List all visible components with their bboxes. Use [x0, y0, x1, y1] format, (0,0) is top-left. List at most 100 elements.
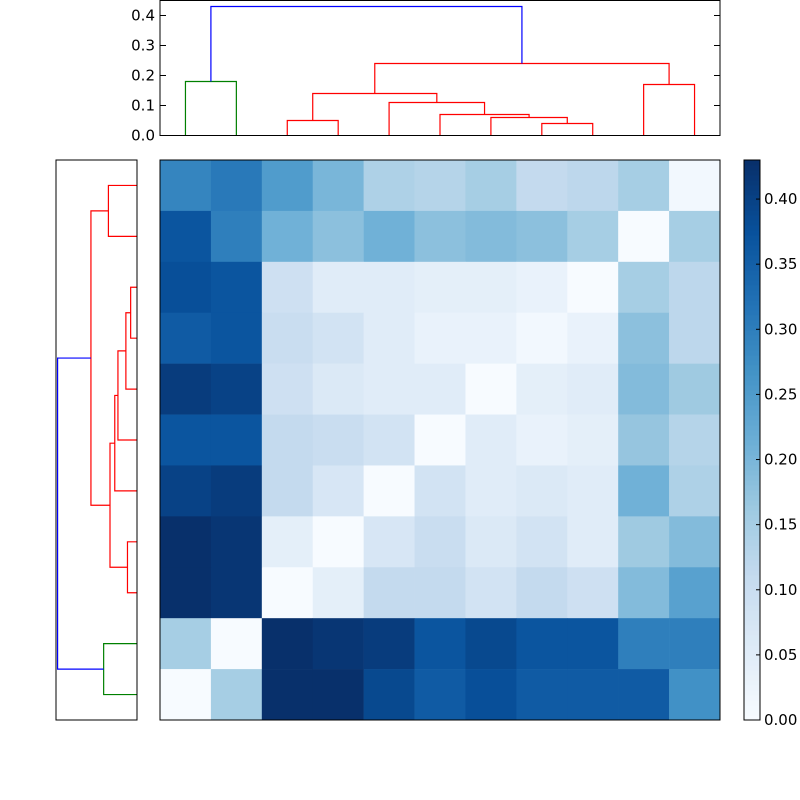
heatmap-cell-r6-c10 — [669, 465, 721, 517]
heatmap-cell-r9-c8 — [567, 618, 619, 670]
colorbar-segment — [744, 280, 760, 286]
heatmap-cell-r4-c7 — [516, 363, 568, 415]
heatmap-cell-r3-c4 — [363, 312, 415, 364]
heatmap-cell-r1-c3 — [312, 210, 364, 263]
colorbar-segment — [744, 210, 760, 216]
heatmap-cell-r0-c2 — [261, 160, 314, 212]
colorbar-segment — [744, 545, 760, 551]
colorbar-segment — [744, 190, 760, 196]
colorbar-segment — [744, 425, 760, 431]
heatmap-cell-r1-c0 — [160, 210, 212, 263]
heatmap-cell-r6-c0 — [160, 465, 212, 517]
colorbar-segment — [744, 350, 760, 356]
heatmap-cell-r6-c2 — [261, 465, 314, 517]
heatmap-cell-r10-c5 — [414, 669, 466, 721]
top-dendrogram-tick-label: 0.2 — [131, 67, 155, 85]
heatmap-cell-r9-c7 — [516, 618, 568, 670]
colorbar-segment — [744, 675, 760, 681]
colorbar-segment — [744, 270, 760, 276]
colorbar-segment — [744, 330, 760, 336]
heatmap-cell-r5-c1 — [210, 414, 263, 466]
colorbar-segment — [744, 215, 760, 221]
heatmap-cells — [160, 160, 721, 721]
heatmap-cell-r8-c3 — [312, 567, 364, 619]
colorbar-segment — [744, 565, 760, 571]
colorbar-tick-label: 0.30 — [764, 320, 797, 338]
heatmap-cell-r7-c10 — [669, 516, 721, 568]
colorbar-segment — [744, 240, 760, 246]
colorbar-segment — [744, 455, 760, 461]
heatmap-cell-r9-c2 — [261, 618, 314, 670]
colorbar-segment — [744, 405, 760, 411]
colorbar-segment — [744, 555, 760, 561]
colorbar-segment — [744, 530, 760, 536]
heatmap-cell-r6-c5 — [414, 465, 466, 517]
colorbar-segment — [744, 475, 760, 481]
colorbar-segment — [744, 225, 760, 231]
heatmap-cell-r4-c2 — [261, 363, 314, 415]
colorbar-segment — [744, 630, 760, 636]
colorbar-segment — [744, 250, 760, 256]
left-dendrogram-link — [125, 312, 137, 390]
colorbar-segment — [744, 580, 760, 586]
heatmap-cell-r5-c7 — [516, 414, 568, 466]
colorbar-segment — [744, 360, 760, 366]
heatmap-cell-r3-c3 — [312, 312, 364, 364]
heatmap-cell-r2-c3 — [312, 261, 364, 314]
heatmap-cell-r4-c6 — [465, 363, 517, 415]
heatmap-cell-r6-c7 — [516, 465, 568, 517]
heatmap-cell-r3-c9 — [618, 312, 670, 364]
colorbar-segment — [744, 485, 760, 491]
heatmap-cell-r6-c1 — [210, 465, 263, 517]
colorbar-segment — [744, 595, 760, 601]
colorbar-segment — [744, 265, 760, 271]
heatmap-cell-r9-c0 — [160, 618, 212, 670]
heatmap-cell-r7-c9 — [618, 516, 670, 568]
colorbar-segment — [744, 325, 760, 331]
colorbar-segment — [744, 605, 760, 611]
heatmap-cell-r5-c9 — [618, 414, 670, 466]
left-dendrogram-link — [126, 541, 137, 594]
heatmap-cell-r9-c3 — [312, 618, 364, 670]
heatmap-cell-r9-c9 — [618, 618, 670, 670]
colorbar-tick-label: 0.05 — [764, 646, 797, 664]
colorbar-segment — [744, 435, 760, 441]
colorbar-segment — [744, 315, 760, 321]
heatmap-cell-r7-c6 — [465, 516, 517, 568]
heatmap-cell-r4-c4 — [363, 363, 415, 415]
colorbar-segment — [744, 175, 760, 181]
heatmap-cell-r0-c0 — [160, 160, 212, 212]
top-dendrogram-y-axis: 0.0 0.1 0.2 0.3 0.4 — [131, 7, 720, 145]
top-dendrogram-link — [388, 101, 486, 136]
heatmap-cell-r8-c4 — [363, 567, 415, 619]
colorbar-segment — [744, 450, 760, 456]
heatmap-cell-r10-c4 — [363, 669, 415, 721]
heatmap-cell-r0-c3 — [312, 160, 364, 212]
heatmap-cell-r2-c5 — [414, 261, 466, 314]
heatmap-cell-r10-c10 — [669, 669, 721, 721]
heatmap-cell-r6-c8 — [567, 465, 619, 517]
heatmap-cell-r8-c0 — [160, 567, 212, 619]
colorbar-tick-label: 0.15 — [764, 516, 797, 534]
colorbar-segment — [744, 460, 760, 466]
colorbar-segment — [744, 500, 760, 506]
heatmap-cell-r8-c1 — [210, 567, 263, 619]
heatmap-cell-r7-c4 — [363, 516, 415, 568]
heatmap-cell-r9-c4 — [363, 618, 415, 670]
colorbar-segment — [744, 420, 760, 426]
heatmap-cell-r10-c7 — [516, 669, 568, 721]
heatmap-cell-r10-c2 — [261, 669, 314, 721]
left-dendrogram-link — [117, 350, 137, 441]
heatmap-cell-r2-c9 — [618, 261, 670, 314]
colorbar-segment — [744, 465, 760, 471]
colorbar-segment — [744, 715, 760, 721]
colorbar-segment — [744, 235, 760, 241]
colorbar-segment — [744, 690, 760, 696]
colorbar-segment — [744, 625, 760, 631]
colorbar-segment — [744, 655, 760, 661]
heatmap-cell-r8-c10 — [669, 567, 721, 619]
heatmap-cell-r4-c8 — [567, 363, 619, 415]
top-dendrogram-frame — [159, 0, 721, 136]
heatmap-cell-r8-c2 — [261, 567, 314, 619]
